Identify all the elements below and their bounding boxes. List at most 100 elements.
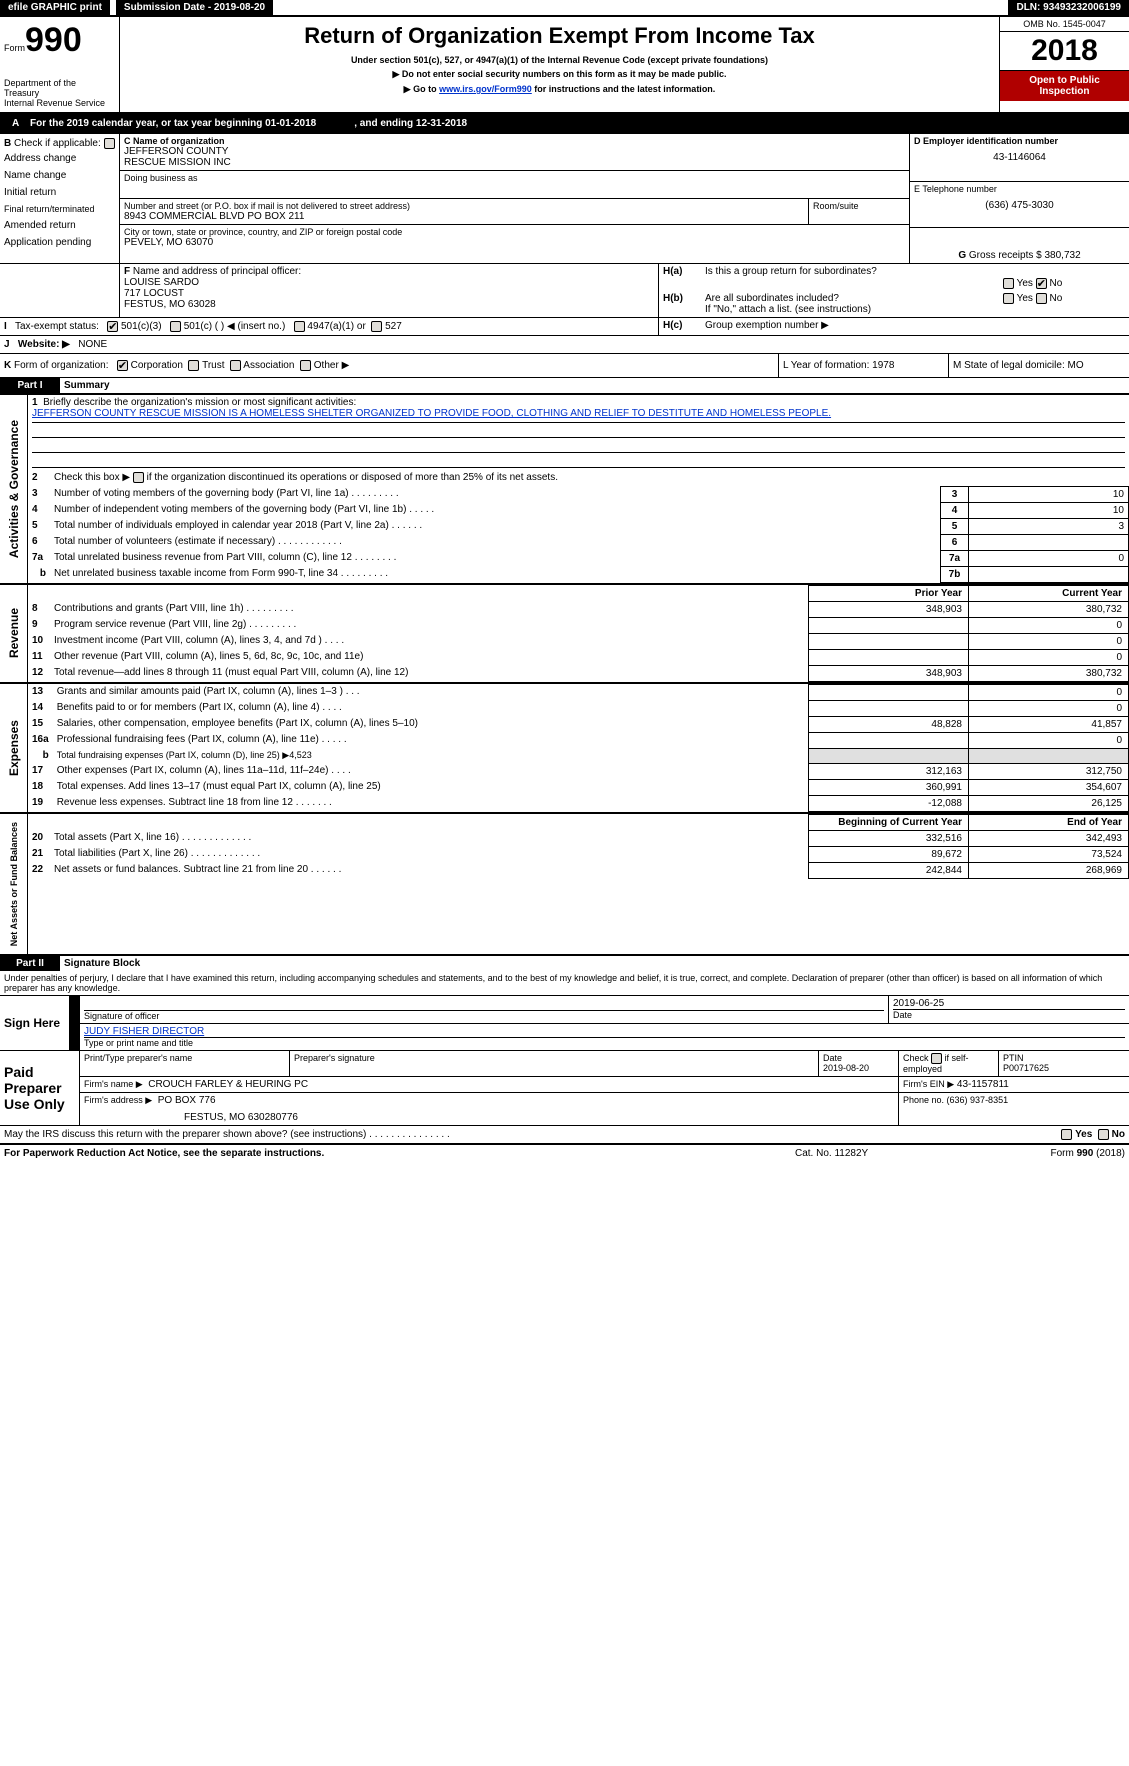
open-inspection-badge: Open to Public Inspection	[1000, 71, 1129, 101]
vlabel-net-assets: Net Assets or Fund Balances	[7, 814, 21, 954]
hdr-prior: Prior Year	[809, 585, 969, 601]
r6-text: Total number of volunteers (estimate if …	[50, 534, 941, 550]
c13: 0	[969, 684, 1129, 700]
r13-text: Grants and similar amounts paid (Part IX…	[53, 684, 809, 700]
bottom-footer: For Paperwork Reduction Act Notice, see …	[0, 1145, 1129, 1162]
r4-text: Number of independent voting members of …	[50, 502, 941, 518]
p17: 312,163	[809, 763, 969, 779]
r11-text: Other revenue (Part VIII, column (A), li…	[50, 649, 809, 665]
hb-no-checkbox[interactable]	[1036, 293, 1047, 304]
opt-final-return: Final return/terminated	[4, 204, 115, 214]
p11	[809, 649, 969, 665]
k-other-checkbox[interactable]	[300, 360, 311, 371]
officer-name: LOUISE SARDO	[124, 277, 654, 288]
opt-501c3: 501(c)(3)	[121, 321, 162, 332]
preparer-label: Paid Preparer Use Only	[0, 1051, 80, 1125]
c12: 380,732	[969, 665, 1129, 681]
c21: 73,524	[969, 846, 1129, 862]
r16b-val: 4,523	[289, 750, 312, 760]
p20: 332,516	[809, 830, 969, 846]
b-text: Check if applicable:	[14, 138, 101, 149]
j-row: J Website: ▶ NONE	[0, 335, 1129, 354]
vlabel-revenue: Revenue	[5, 600, 23, 666]
a-label: A	[8, 116, 26, 131]
opt-application-pending: Application pending	[4, 237, 115, 248]
discuss-yes: Yes	[1075, 1129, 1092, 1140]
subtitle-1: Under section 501(c), 527, or 4947(a)(1)…	[126, 55, 993, 65]
i-527-checkbox[interactable]	[371, 321, 382, 332]
q1-value[interactable]: JEFFERSON COUNTY RESCUE MISSION IS A HOM…	[32, 408, 831, 419]
officer-name-title[interactable]: JUDY FISHER DIRECTOR	[84, 1026, 1125, 1037]
v7b	[969, 566, 1129, 582]
p16b-shaded	[809, 748, 969, 763]
c19: 26,125	[969, 795, 1129, 811]
p22: 242,844	[809, 862, 969, 878]
c22: 268,969	[969, 862, 1129, 878]
revenue-table: Prior YearCurrent Year 8Contributions an…	[28, 585, 1129, 682]
a-end: , and ending 12-31-2018	[350, 116, 471, 131]
preparer-block: Paid Preparer Use Only Print/Type prepar…	[0, 1051, 1129, 1126]
prep-h2: Preparer's signature	[290, 1051, 819, 1076]
part1-label: Part I	[0, 378, 60, 393]
i-4947-checkbox[interactable]	[294, 321, 305, 332]
ha-text: Is this a group return for subordinates?	[701, 264, 999, 291]
pra-notice: For Paperwork Reduction Act Notice, see …	[4, 1148, 795, 1159]
k-assoc-checkbox[interactable]	[230, 360, 241, 371]
omb-box: OMB No. 1545-0047 2018 Open to Public In…	[999, 17, 1129, 112]
k-trust-checkbox[interactable]	[188, 360, 199, 371]
r19-text: Revenue less expenses. Subtract line 18 …	[53, 795, 809, 811]
vlabel-expenses: Expenses	[5, 712, 23, 784]
g-label: G	[958, 250, 966, 261]
r18-text: Total expenses. Add lines 13–17 (must eq…	[53, 779, 809, 795]
hc-text: Group exemption number ▶	[705, 320, 829, 333]
c11: 0	[969, 649, 1129, 665]
q2b: if the organization discontinued its ope…	[147, 473, 558, 484]
k-corp-checkbox[interactable]	[117, 360, 128, 371]
self-employed-checkbox[interactable]	[931, 1053, 942, 1064]
v6	[969, 534, 1129, 550]
officer-name-label: Type or print name and title	[84, 1037, 1125, 1048]
form-id-box: Form990 Department of the Treasury Inter…	[0, 17, 120, 112]
prep-h1: Print/Type preparer's name	[80, 1051, 290, 1076]
j-label: J	[4, 339, 10, 350]
ha-no-checkbox[interactable]	[1036, 278, 1047, 289]
opt-527: 527	[385, 321, 402, 332]
hdr-end: End of Year	[969, 814, 1129, 830]
discuss-text: May the IRS discuss this return with the…	[4, 1129, 1061, 1140]
opt-name-change: Name change	[4, 170, 115, 181]
q2a: Check this box ▶	[54, 473, 130, 484]
c-label: C Name of organization	[124, 136, 905, 146]
r20-text: Total assets (Part X, line 16) . . . . .…	[50, 830, 809, 846]
b-applicable-checkbox[interactable]	[104, 138, 115, 149]
r5-text: Total number of individuals employed in …	[50, 518, 941, 534]
firm-name-label: Firm's name ▶	[84, 1079, 143, 1089]
ha-yes-checkbox[interactable]	[1003, 278, 1014, 289]
q2-checkbox[interactable]	[133, 472, 144, 483]
hb-yes-checkbox[interactable]	[1003, 293, 1014, 304]
r16a-text: Professional fundraising fees (Part IX, …	[53, 732, 809, 748]
vlabel-activities-governance: Activities & Governance	[5, 412, 23, 566]
r17-text: Other expenses (Part IX, column (A), lin…	[53, 763, 809, 779]
room-label: Room/suite	[813, 201, 905, 211]
v5: 3	[969, 518, 1129, 534]
sign-date: 2019-06-25	[893, 998, 1125, 1009]
opt-address-change: Address change	[4, 153, 115, 164]
prep-h3: Date	[823, 1053, 842, 1063]
officer-addr-1: 717 LOCUST	[124, 288, 654, 299]
p19: -12,088	[809, 795, 969, 811]
sig-arrow	[70, 996, 80, 1050]
opt-other: Other ▶	[314, 360, 349, 371]
i-501c3-checkbox[interactable]	[107, 321, 118, 332]
discuss-no-checkbox[interactable]	[1098, 1129, 1109, 1140]
discuss-yes-checkbox[interactable]	[1061, 1129, 1072, 1140]
firm-ein-label: Firm's EIN ▶	[903, 1079, 954, 1089]
irs-link[interactable]: www.irs.gov/Form990	[439, 84, 532, 94]
ptin-value: P00717625	[1003, 1063, 1049, 1073]
i-501c-checkbox[interactable]	[170, 321, 181, 332]
street-label: Number and street (or P.O. box if mail i…	[124, 201, 804, 211]
opt-amended-return: Amended return	[4, 220, 115, 231]
j-text: Website: ▶	[18, 339, 70, 350]
net-assets-table: Beginning of Current YearEnd of Year 20T…	[28, 814, 1129, 879]
k-label: K	[4, 360, 11, 371]
hb-no-label: No	[1050, 293, 1063, 304]
